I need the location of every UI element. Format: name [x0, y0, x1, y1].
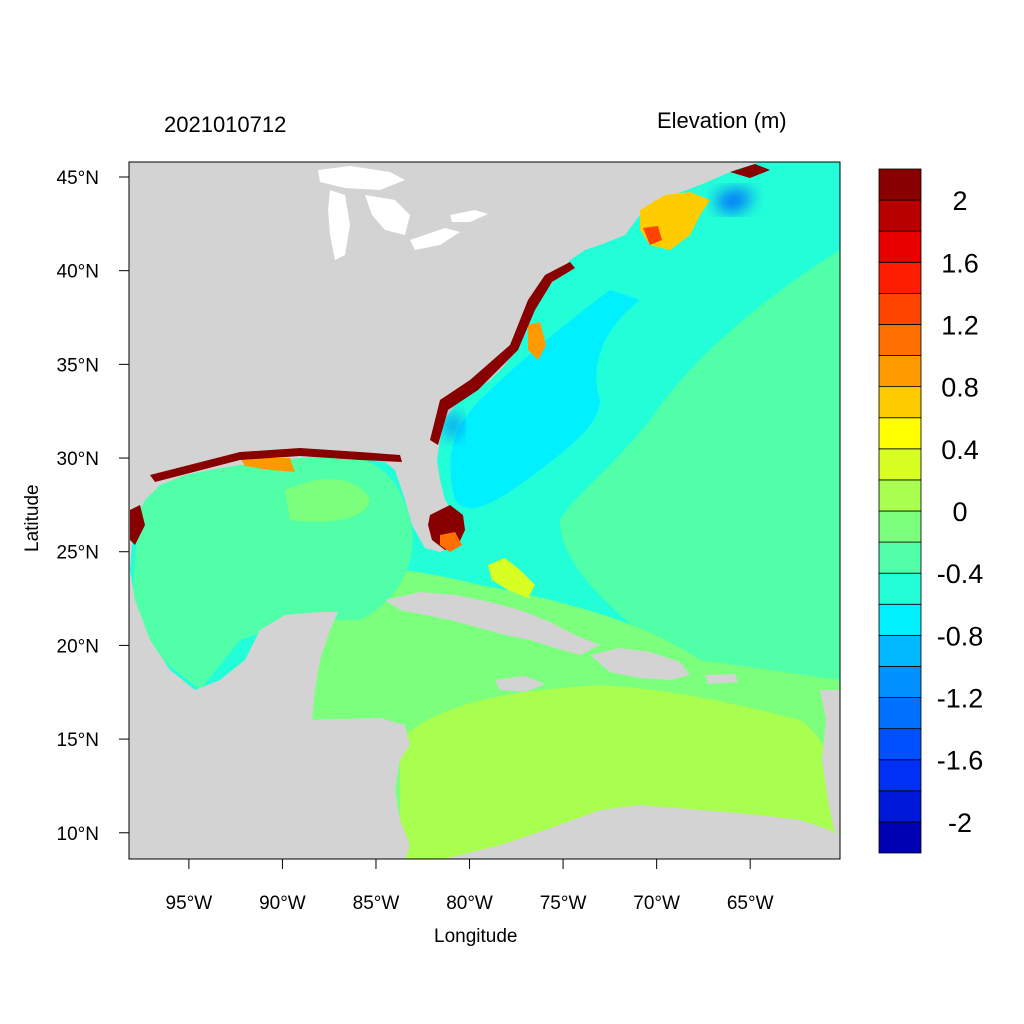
colorbar-swatch: [878, 634, 922, 667]
map-plot-area: [129, 162, 840, 859]
y-tick-label: 40°N: [57, 262, 99, 283]
map-date-title: 2021010712: [164, 112, 287, 137]
anomaly-bahamas-bank: [488, 558, 535, 598]
colorbar-swatch: [878, 572, 922, 605]
anomaly-louisiana-coast: [240, 458, 295, 472]
colorbar-swatch: [878, 510, 922, 543]
colorbar-swatch: [878, 168, 922, 201]
colorbar-label: 1.2: [941, 310, 979, 340]
colorbar-swatch: [878, 448, 922, 481]
colorbar-label: -0.8: [937, 621, 984, 651]
ocean-field-gulf-stream: [450, 290, 640, 509]
colorbar-label: 0.4: [941, 435, 979, 465]
land-hispaniola: [590, 648, 690, 680]
colorbar-label: -2: [948, 808, 972, 838]
x-axis-label: Longitude: [434, 926, 518, 947]
x-tick-label: 95°W: [166, 893, 213, 914]
colorbar-title: Elevation (m): [657, 108, 787, 133]
colorbar-swatch: [878, 821, 922, 854]
x-axis-ticks: 95°W 90°W 85°W 80°W 75°W 70°W 65°W: [166, 859, 774, 914]
y-tick-label: 10°N: [57, 824, 99, 845]
colorbar-swatch: [878, 261, 922, 294]
y-tick-label: 20°N: [57, 636, 99, 657]
colorbar-swatch: [878, 355, 922, 388]
anomaly-bay-of-fundy: [715, 188, 755, 212]
ocean-field-atlantic-east: [560, 250, 840, 680]
land-puerto-rico: [705, 674, 738, 684]
land-central-america: [129, 718, 410, 859]
colorbar-swatch: [878, 697, 922, 730]
y-tick-label: 35°N: [57, 355, 99, 376]
colorbar-swatch: [878, 386, 922, 419]
anomaly-chesapeake: [528, 322, 546, 360]
x-tick-label: 85°W: [353, 893, 400, 914]
x-tick-label: 65°W: [727, 893, 774, 914]
anomaly-cape-cod: [643, 226, 662, 245]
y-tick-label: 25°N: [57, 543, 99, 564]
anomaly-nova-scotia: [730, 164, 770, 178]
x-tick-label: 80°W: [446, 893, 493, 914]
colorbar-label: 0: [952, 497, 967, 527]
colorbar: 2 1.6 1.2 0.8 0.4 0 -0.4 -0.8 -1.2 -1.6 -2: [878, 168, 984, 854]
colorbar-label: -1.6: [937, 746, 984, 776]
colorbar-label: 1.6: [941, 248, 979, 278]
land-jamaica: [495, 676, 545, 692]
lake-michigan: [328, 190, 350, 260]
colorbar-swatch: [878, 417, 922, 450]
map-frame: [128, 161, 841, 860]
colorbar-swatch: [878, 666, 922, 698]
anomaly-texas-coast: [130, 505, 145, 545]
land-cuba: [385, 592, 600, 655]
colorbar-label: 2: [952, 186, 967, 216]
anomaly-se-coast: [442, 412, 462, 440]
y-axis-ticks: 45°N 40°N 35°N 30°N 25°N 20°N 15°N 10°N: [57, 168, 129, 845]
colorbar-swatch: [878, 728, 922, 761]
anomaly-gulf-coast-dots: [150, 448, 402, 482]
y-tick-label: 30°N: [57, 449, 99, 470]
x-tick-label: 90°W: [259, 893, 306, 914]
x-tick-label: 70°W: [633, 893, 680, 914]
anomaly-east-coast-dots: [430, 262, 575, 445]
colorbar-swatch: [878, 479, 922, 512]
colorbar-swatch: [878, 759, 922, 792]
colorbar-swatch: [878, 603, 922, 636]
lake-erie: [410, 228, 460, 250]
ocean-field-gulf-center: [285, 479, 370, 522]
y-tick-label: 45°N: [57, 168, 99, 189]
lake-superior: [318, 166, 405, 190]
elevation-anomalies: [130, 164, 770, 598]
anomaly-florida-tip: [440, 532, 462, 552]
great-lakes: [318, 166, 488, 260]
lake-ontario: [450, 210, 488, 222]
colorbar-swatch: [878, 292, 922, 325]
colorbar-label: 0.8: [941, 373, 979, 403]
land-south-america: [444, 805, 840, 859]
colorbar-swatch: [878, 199, 922, 232]
colorbar-label: -0.4: [937, 559, 984, 589]
x-tick-label: 75°W: [540, 893, 587, 914]
land-lesser-antilles: [820, 690, 840, 835]
colorbar-swatch: [878, 790, 922, 823]
colorbar-label: -1.2: [937, 684, 984, 714]
lake-huron: [365, 195, 410, 235]
colorbar-swatch: [878, 324, 922, 356]
colorbar-swatch: [878, 541, 922, 574]
y-tick-label: 15°N: [57, 730, 99, 751]
colorbar-swatch: [878, 230, 922, 263]
